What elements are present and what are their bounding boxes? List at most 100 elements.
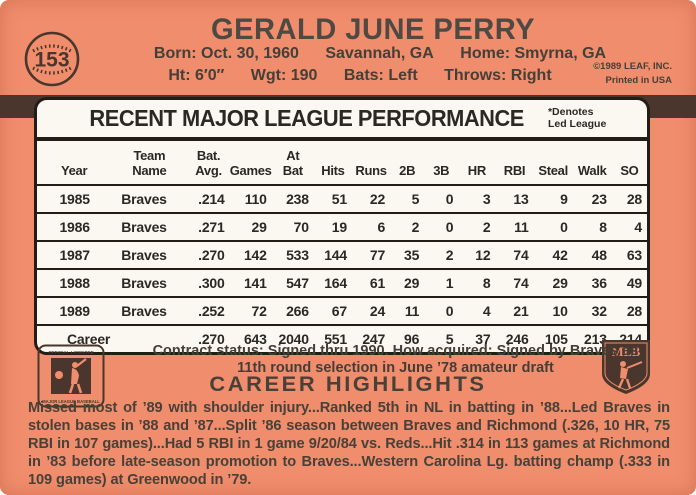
table-row: 1989 Braves .252 72 266 67 24 11 0 4 21 10 32 28 [37,295,647,325]
stat-cell: 164 [313,267,352,297]
mlb-official-licensee-logo: OFFICIAL LICENSEE MAJOR LEAGUE BASEBALL [37,344,105,408]
stat-cell: 51 [313,183,352,213]
contract-line-2: 11th round selection in June ’78 amateur… [237,360,554,377]
stat-cell: 35 [390,239,425,269]
bio-line-2: Ht: 6′0″ Wgt: 190 Bats: Left Throws: Rig… [24,67,696,85]
stat-cell: 74 [495,267,534,297]
stat-cell: 1988 [37,267,112,297]
stat-cell: 24 [351,295,391,325]
stat-cell: .271 [187,211,230,241]
stat-cell: 21 [495,295,534,325]
stat-cell: 0 [424,211,459,241]
stat-cell: Career [37,323,188,352]
stat-cell: 105 [533,323,573,352]
bio-height: Ht: 6′0″ [168,67,225,84]
table-row: 1986 Braves .271 29 70 19 6 2 0 2 11 0 8 4 [37,211,647,241]
column-header: 3B [433,162,450,178]
stat-cell: 70 [271,211,314,241]
stat-cell: 49 [611,267,647,297]
player-name: GERALD JUNE PERRY [210,13,536,46]
stat-cell: 28 [611,183,647,213]
stat-cell: 643 [229,323,272,352]
stat-cell: 533 [271,239,314,269]
column-header: 2B [399,162,416,178]
stat-cell: 1989 [37,295,112,325]
table-row: 1985 Braves .214 110 238 51 22 5 0 3 13 9 23 28 [37,183,647,213]
stats-table-body: 1985 Braves .214 110 238 51 22 5 0 3 13 9 23 28 1986 Br… [37,183,647,352]
stat-cell: 2 [458,211,496,241]
stats-table-head: Year Team Name Bat. Avg. Games At Bat Hits Run… [37,141,647,185]
contract-status: Contract status: Signed thru 1990. How a… [150,343,641,377]
stats-panel: RECENT MAJOR LEAGUE PERFORMANCE *Denotes… [34,97,650,355]
stat-cell: 0 [533,211,573,241]
stat-cell: Braves [111,183,188,213]
column-header: Team Name [132,148,167,178]
column-header: Walk [577,162,607,178]
stat-cell: 551 [313,323,352,352]
career-highlights-text: Missed most of ’89 with shoulder injury.… [28,400,670,489]
stat-cell: 22 [351,183,391,213]
stat-cell: 77 [351,239,391,269]
stat-cell: 142 [229,239,272,269]
stat-cell: 37 [458,323,496,352]
stat-cell: 23 [572,183,612,213]
column-header: Steal [538,162,568,178]
stat-cell: 1985 [37,183,112,213]
mlbpa-shield-logo: MLB [602,340,650,394]
stat-cell: 11 [495,211,534,241]
stat-cell: 11 [390,295,425,325]
stat-cell: .252 [187,295,230,325]
stat-cell: 238 [271,183,314,213]
stat-cell: 28 [611,295,647,325]
stat-cell: 5 [390,183,425,213]
stat-cell: 29 [533,267,573,297]
stat-cell: 8 [572,211,612,241]
stat-cell: 61 [351,267,391,297]
bio-home: Home: Smyrna, GA [460,45,607,62]
copyright-line-1: ©1989 LEAF, INC. [593,61,672,72]
stat-cell: 144 [313,239,352,269]
stat-cell: Braves [111,239,188,269]
bio-throws: Throws: Right [444,67,552,84]
column-header: Games [229,162,272,178]
column-header: RBI [503,162,526,178]
header-row: Year Team Name Bat. Avg. Games At Bat Hits Run… [37,141,647,185]
table-row: Career .270 643 2040 551 247 96 5 37 246 105 213 214 [37,323,647,352]
column-header: Year [60,162,88,178]
stat-cell: 1 [424,267,459,297]
stat-cell: .270 [187,239,230,269]
column-header: At Bat [282,148,303,178]
stat-cell: 2 [424,239,459,269]
table-row: 1987 Braves .270 142 533 144 77 35 2 12 74 42 48 63 [37,239,647,269]
stat-cell: .270 [187,323,230,352]
column-header: HR [467,162,486,178]
denotes-line-2: Led League [547,117,607,130]
mlb-logo-top-text: OFFICIAL LICENSEE [48,350,93,355]
stat-cell: 42 [533,239,573,269]
stat-cell: 72 [229,295,272,325]
stat-cell: 3 [458,183,496,213]
stat-cell: 36 [572,267,612,297]
stat-cell: 29 [390,267,425,297]
stat-cell: 9 [533,183,573,213]
mlb-logo-bottom-text: MAJOR LEAGUE BASEBALL [42,399,100,404]
table-row: 1988 Braves .300 141 547 164 61 29 1 8 74 29 36 49 [37,267,647,297]
stat-cell: 547 [271,267,314,297]
stat-cell: .300 [187,267,230,297]
stats-title: RECENT MAJOR LEAGUE PERFORMANCE [89,105,524,131]
stat-cell: 4 [611,211,647,241]
stat-cell: 12 [458,239,496,269]
stat-cell: 6 [351,211,391,241]
bio-born: Born: Oct. 30, 1960 [153,45,299,62]
stat-cell: 8 [458,267,496,297]
stat-cell: 0 [424,295,459,325]
stat-cell: 29 [229,211,272,241]
stat-cell: 2 [390,211,425,241]
stats-table: Year Team Name Bat. Avg. Games At Bat Hits Run… [37,141,647,352]
stat-cell: 32 [572,295,612,325]
stat-cell: Braves [111,211,188,241]
bio-line-1: Born: Oct. 30, 1960 Savannah, GA Home: S… [64,45,696,63]
denotes-note: *Denotes Led League [547,106,607,130]
stat-cell: 141 [229,267,272,297]
